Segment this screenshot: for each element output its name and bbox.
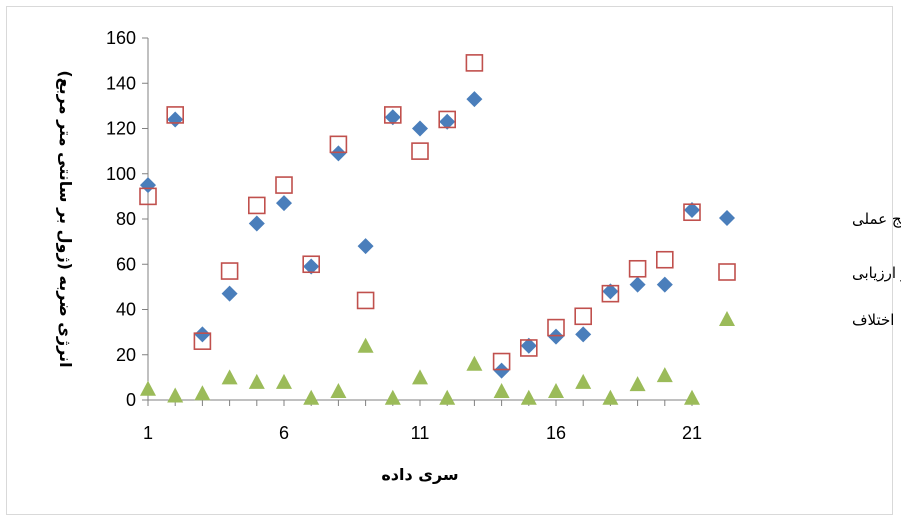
y-tick-label: 100 (106, 164, 136, 184)
data-point-triangle (194, 385, 211, 401)
data-point-diamond (167, 111, 184, 128)
data-point-diamond (357, 238, 374, 255)
legend-label: نتایج فاز ارزیابی (852, 264, 901, 282)
y-axis-ticks: 0 20 40 60 80 100 120 140 160 (106, 28, 148, 410)
data-point-square (166, 106, 184, 124)
data-point-square (248, 196, 266, 215)
data-point-diamond (221, 285, 238, 302)
data-point-diamond (194, 326, 211, 343)
data-point-square (519, 339, 538, 357)
data-point-diamond (656, 276, 673, 293)
data-points (139, 54, 701, 405)
x-tick-label: 16 (546, 423, 566, 443)
y-tick-label: 160 (106, 28, 136, 48)
data-point-triangle (412, 369, 428, 385)
x-tick-label: 11 (411, 423, 430, 443)
y-tick-label: 80 (116, 209, 136, 229)
data-point-triangle (330, 382, 347, 398)
data-point-triangle (221, 369, 238, 385)
data-point-triangle (684, 389, 700, 405)
data-point-square (628, 259, 647, 278)
y-tick-label: 40 (116, 300, 136, 320)
data-point-triangle (384, 389, 401, 405)
data-point-diamond (602, 283, 619, 300)
data-point-triangle (276, 373, 292, 389)
data-point-triangle (167, 387, 184, 403)
data-point-square (683, 203, 701, 222)
data-point-square (574, 307, 593, 326)
data-point-square (139, 187, 157, 206)
data-point-diamond (466, 91, 483, 108)
data-point-triangle (466, 355, 483, 371)
y-tick-label: 60 (116, 254, 136, 274)
data-point-triangle (602, 389, 619, 405)
data-point-diamond (439, 113, 456, 130)
data-point-square (465, 54, 484, 72)
data-point-triangle (575, 373, 592, 389)
y-tick-label: 120 (106, 119, 136, 139)
data-point-triangle (140, 380, 156, 396)
data-point-square (492, 352, 511, 371)
legend-marker-triangle (719, 311, 735, 326)
data-point-square (547, 318, 565, 337)
data-point-diamond (330, 145, 347, 162)
data-point-diamond (684, 201, 700, 218)
legend-label: اختلاف (852, 311, 894, 329)
data-point-diamond (520, 337, 537, 354)
chart-frame (6, 6, 893, 515)
data-point-diamond (629, 276, 646, 293)
data-point-triangle (439, 389, 456, 405)
data-point-square (438, 110, 457, 129)
data-point-square (275, 176, 293, 194)
x-axis-title: سری داده (381, 465, 458, 484)
data-point-diamond (575, 326, 592, 343)
x-axis-ticks: 1 6 11 16 21 (143, 400, 702, 443)
data-point-diamond (248, 215, 265, 232)
y-tick-label: 140 (106, 73, 136, 93)
data-point-triangle (520, 389, 537, 405)
data-point-diamond (303, 258, 320, 275)
y-tick-label: 0 (126, 390, 136, 410)
x-tick-label: 1 (143, 423, 153, 443)
data-point-triangle (548, 382, 564, 398)
data-point-triangle (303, 389, 320, 405)
data-point-triangle (248, 373, 265, 389)
y-tick-label: 20 (116, 345, 136, 365)
legend-label: نتایج عملی (852, 210, 901, 228)
data-point-diamond (384, 109, 401, 126)
data-point-square (383, 106, 402, 124)
x-tick-label: 6 (279, 423, 289, 443)
legend-marker-square (718, 263, 736, 281)
data-point-square (601, 284, 620, 303)
data-point-square (356, 291, 375, 310)
legend: نتایج عملی نتایج فاز ارزیابی اختلاف (718, 210, 901, 329)
data-point-diamond (548, 328, 564, 345)
data-point-square (655, 250, 674, 269)
data-point-square (411, 142, 429, 160)
legend-marker-diamond (719, 210, 735, 226)
data-point-diamond (493, 362, 510, 379)
data-point-diamond (140, 177, 156, 194)
data-point-square (220, 262, 239, 280)
data-point-triangle (493, 382, 510, 398)
data-point-triangle (656, 367, 673, 383)
data-point-square (329, 135, 348, 154)
data-point-triangle (357, 337, 374, 353)
data-point-triangle (629, 376, 646, 392)
data-point-diamond (276, 195, 292, 212)
y-axis-title: انرژی ضربه (ژول بر سانتی متر مربع) (56, 70, 75, 367)
data-point-diamond (412, 120, 428, 137)
data-point-square (302, 255, 321, 274)
data-point-square (193, 332, 212, 350)
x-tick-label: 21 (682, 423, 702, 443)
